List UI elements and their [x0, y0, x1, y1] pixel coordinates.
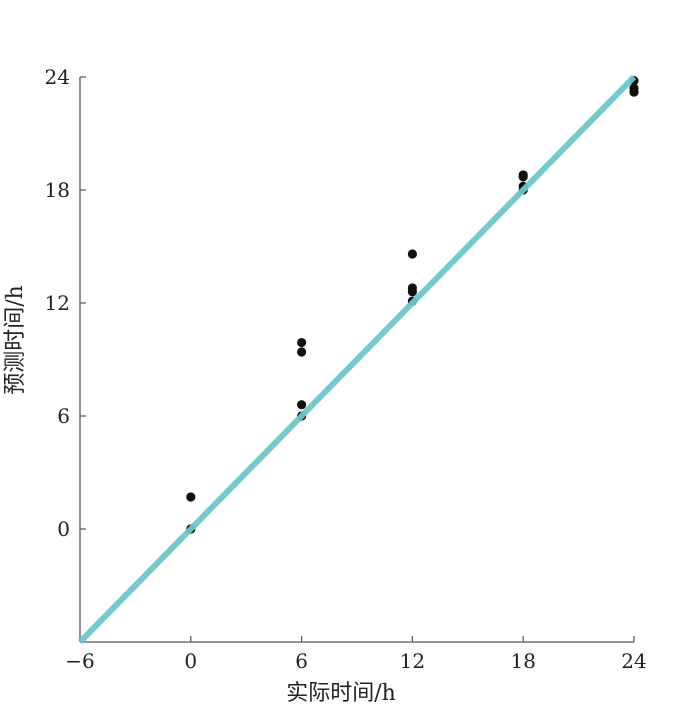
x-tick-label: −6: [65, 649, 94, 673]
data-point: [407, 287, 417, 297]
y-tick-label: 18: [45, 178, 70, 202]
y-tick-label: 6: [57, 404, 70, 428]
y-tick-label: 12: [45, 291, 70, 315]
data-point: [297, 347, 307, 357]
axes: [79, 77, 634, 643]
x-tick-label: 6: [295, 649, 308, 673]
data-point: [186, 492, 196, 502]
x-tick-label: 24: [621, 649, 646, 673]
x-tick-label: 12: [400, 649, 425, 673]
data-point: [297, 337, 307, 348]
x-tick-label: 0: [184, 649, 197, 673]
y-tick-label: 0: [57, 517, 70, 541]
data-point: [407, 249, 417, 259]
x-axis-label: 实际时间/h: [286, 681, 396, 706]
x-ticks: −6 0 6 12 18 24: [65, 636, 647, 673]
reference-line: [77, 74, 637, 645]
data-point: [297, 400, 307, 410]
x-tick-label: 18: [510, 649, 535, 673]
data-point: [518, 172, 528, 182]
y-ticks: 0 6 12 18 24: [45, 65, 86, 541]
y-tick-label: 24: [45, 65, 70, 89]
y-axis-label: 预测时间/h: [3, 285, 28, 395]
data-point: [629, 87, 639, 97]
reference-lines: [77, 74, 637, 645]
